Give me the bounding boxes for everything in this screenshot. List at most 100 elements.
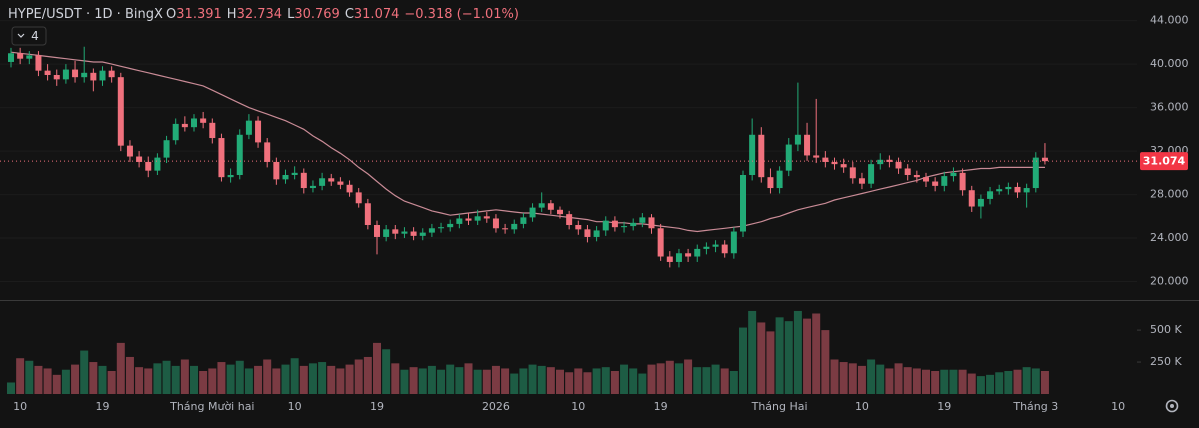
candle-body: [1014, 186, 1021, 193]
candle-body: [1005, 186, 1012, 190]
y-tick-label: 28.000: [1150, 188, 1189, 201]
candle-body: [813, 155, 820, 158]
volume-bar: [876, 364, 885, 394]
volume-bar: [25, 360, 34, 394]
candle-body: [575, 225, 582, 230]
volume-bar: [940, 369, 949, 394]
volume-bar: [830, 359, 839, 394]
badge-box[interactable]: [11, 26, 47, 46]
volume-bar: [693, 367, 702, 394]
volume-bar: [43, 368, 52, 394]
volume-bar: [885, 368, 894, 394]
volume-bar: [967, 373, 976, 394]
volume-bar: [565, 372, 574, 394]
volume-bar: [739, 327, 747, 394]
candle-body: [776, 170, 783, 189]
candle-body: [53, 75, 60, 80]
volume-bar: [976, 376, 985, 394]
candle-body: [117, 77, 124, 146]
candle-body: [44, 70, 51, 75]
indicator-badge[interactable]: 4: [11, 26, 47, 46]
volume-bar: [766, 331, 775, 394]
volume-bar: [601, 367, 610, 394]
candle-body: [1023, 188, 1030, 193]
volume-bar: [720, 368, 729, 394]
candle-body: [273, 161, 280, 180]
candle-body: [502, 228, 509, 230]
volume-bar: [153, 363, 162, 394]
gear[interactable]: [1165, 399, 1179, 413]
candle-body: [520, 217, 527, 224]
candle-body: [181, 123, 188, 128]
candle-body: [337, 181, 344, 185]
candle-body: [483, 216, 490, 219]
volume-bar: [620, 364, 629, 394]
volume-bar: [98, 365, 107, 394]
volume-bar: [199, 371, 208, 394]
candle-body: [291, 172, 298, 175]
volume-bar: [812, 313, 821, 394]
candle-body: [785, 144, 792, 171]
x-tick-label: 19: [370, 400, 384, 413]
volume-bar: [784, 321, 793, 394]
candle-body: [794, 134, 801, 145]
candle-body: [886, 159, 893, 162]
candle-body: [566, 214, 573, 225]
y-tick-label: 36.000: [1150, 101, 1189, 114]
volume-bar: [34, 365, 43, 394]
volume-bar: [986, 374, 995, 394]
volume-bar: [162, 360, 171, 394]
candle-body: [108, 70, 115, 78]
volume-bar: [775, 317, 784, 394]
candle-body: [639, 217, 646, 223]
symbol: HYPE/USDT · 1D · BingX: [8, 7, 163, 22]
candle-body: [758, 134, 765, 178]
candle-body: [328, 178, 335, 182]
candle-body: [218, 138, 225, 178]
volume-bar: [528, 364, 537, 394]
candle-body: [355, 192, 362, 204]
ohlc-value: 31.391: [176, 7, 222, 22]
candle-body: [136, 156, 143, 162]
volume-bar: [80, 350, 89, 394]
candle-body: [611, 220, 618, 228]
volume-bar: [1013, 369, 1022, 394]
candle-body: [547, 203, 554, 210]
candle-body: [90, 72, 97, 81]
candle-body: [996, 189, 1003, 192]
volume-bar: [803, 318, 812, 394]
x-tick-label: 10: [288, 400, 302, 413]
candle-body: [822, 157, 829, 162]
candle-body: [456, 218, 463, 224]
volume-bar: [958, 369, 967, 394]
candle-body: [694, 248, 701, 257]
volume-bar: [391, 363, 400, 394]
candle-body: [364, 203, 371, 225]
y-tick-label: 20.000: [1150, 275, 1189, 288]
candle-body: [172, 123, 179, 141]
volume-bar: [757, 322, 766, 394]
candle-body: [666, 256, 673, 262]
volume-bar: [7, 382, 15, 394]
gear-center[interactable]: [1170, 404, 1174, 408]
candle-body: [767, 177, 774, 189]
candle-body: [730, 231, 737, 254]
candle-body: [492, 218, 499, 229]
volume-bar: [363, 356, 372, 394]
volume-bar: [821, 330, 830, 394]
badge-chevron[interactable]: [17, 33, 25, 38]
volume-bar: [629, 368, 638, 394]
volume-bar: [52, 374, 61, 394]
volume-bar: [748, 310, 757, 394]
volume-bar: [71, 364, 80, 394]
candle-body: [438, 227, 445, 229]
volume-bar: [437, 369, 446, 394]
volume-bar: [318, 362, 327, 394]
volume-tick-label: 500 K: [1150, 323, 1182, 336]
volume-bar: [125, 356, 134, 394]
settings-icon[interactable]: [1165, 399, 1179, 413]
candle-body: [346, 184, 353, 193]
candle-body: [977, 198, 984, 207]
candle-body: [849, 167, 856, 179]
indicator-count[interactable]: 4: [31, 29, 39, 43]
